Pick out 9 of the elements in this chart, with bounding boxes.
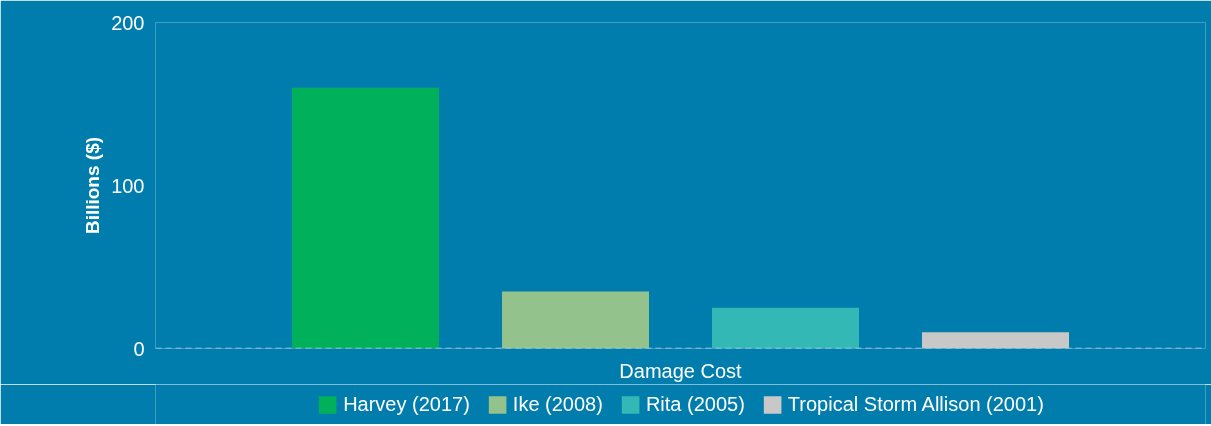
- y-axis-title: Billions ($): [82, 136, 104, 235]
- x-tick-label: Damage Cost: [619, 359, 743, 382]
- legend-label: Rita (2005): [645, 392, 745, 416]
- legend-label: Tropical Storm Allison (2001): [787, 392, 1044, 416]
- y-tick-label: 0: [133, 337, 145, 360]
- legend-label: Harvey (2017): [343, 392, 470, 416]
- legend-label: Ike (2008): [512, 392, 603, 416]
- y-tick-label: 100: [111, 174, 145, 197]
- y-tick-label: 200: [111, 11, 145, 34]
